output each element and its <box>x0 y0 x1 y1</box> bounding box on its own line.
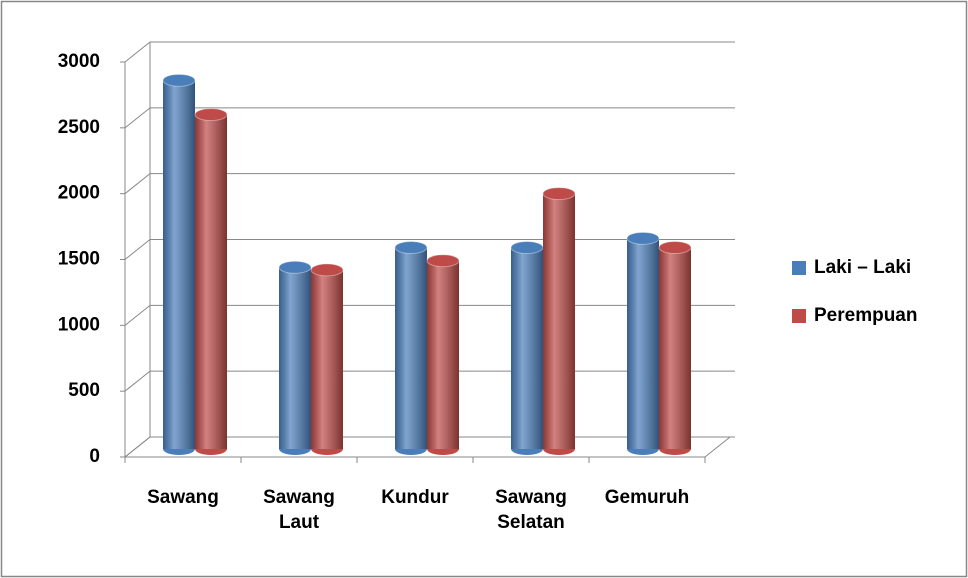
bar-shade <box>543 194 575 449</box>
bar-shade <box>427 261 459 449</box>
page: 0 500 1000 1500 2000 2500 3000 Laki – Laki Perem… <box>0 0 968 578</box>
bar <box>543 188 575 455</box>
grid-line <box>125 437 150 457</box>
y-tick-label: 2000 <box>58 183 100 204</box>
bar <box>395 242 427 455</box>
y-tick-label: 1000 <box>58 314 100 335</box>
x-tick-label: Sawang Laut <box>251 485 347 535</box>
bar-top <box>163 74 195 86</box>
bar-shade <box>163 80 195 449</box>
bar <box>659 242 691 455</box>
grid-line <box>125 174 150 194</box>
bar-shade <box>659 248 691 449</box>
bar-top <box>279 261 311 273</box>
legend-swatch <box>792 261 806 275</box>
y-tick-label: 1500 <box>58 249 100 270</box>
y-tick-label: 2500 <box>58 117 100 138</box>
bar-top <box>395 242 427 254</box>
bar-shade <box>311 270 343 449</box>
y-tick-label: 3000 <box>58 51 100 72</box>
bar-shade <box>627 238 659 449</box>
bar-top <box>627 232 659 244</box>
grid-line <box>125 240 150 260</box>
bar <box>511 242 543 455</box>
grid-line <box>125 305 150 325</box>
bar-shade <box>195 115 227 449</box>
legend-swatch <box>792 309 806 323</box>
x-tick-label: Sawang <box>135 485 231 510</box>
y-tick-label: 0 <box>89 446 100 467</box>
x-tick-label: Kundur <box>367 485 463 510</box>
bar-top <box>311 264 343 276</box>
bar-top <box>543 188 575 200</box>
x-tick-label: Gemuruh <box>599 485 695 510</box>
bar-shade <box>395 248 427 449</box>
bar-shade <box>279 267 311 449</box>
bar <box>195 109 227 455</box>
legend-label: Laki – Laki <box>814 257 911 278</box>
bar-top <box>659 242 691 254</box>
bar-top <box>511 242 543 254</box>
bar <box>163 74 195 455</box>
bar-top <box>195 109 227 121</box>
grid-line <box>125 371 150 391</box>
y-tick-label: 500 <box>68 380 100 401</box>
axis-line <box>705 437 730 457</box>
x-tick-label: Sawang Selatan <box>483 485 579 535</box>
bar <box>627 232 659 455</box>
grid-line <box>125 42 150 62</box>
bar-shade <box>511 248 543 449</box>
bar <box>279 261 311 455</box>
legend-label: Perempuan <box>814 305 917 326</box>
bar <box>311 264 343 455</box>
grid-line <box>125 108 150 128</box>
bar-top <box>427 255 459 267</box>
bar <box>427 255 459 455</box>
